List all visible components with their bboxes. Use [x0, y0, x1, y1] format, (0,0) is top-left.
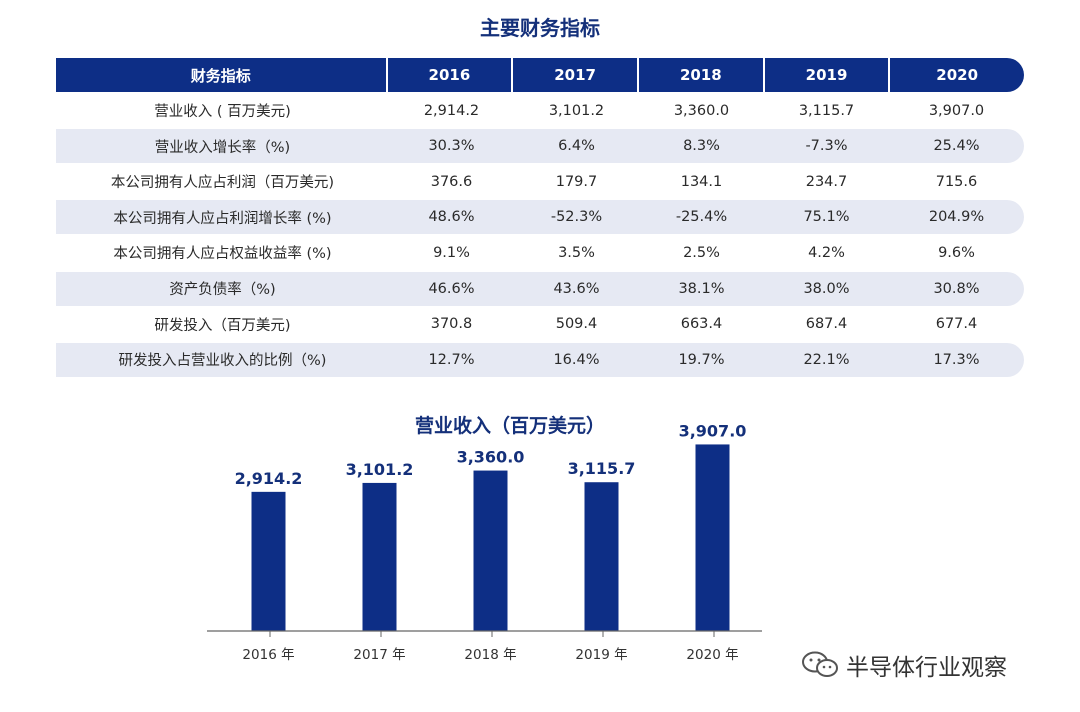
row-value: 16.4% [553, 351, 600, 368]
row-value: 376.6 [430, 173, 473, 190]
bar [473, 470, 508, 631]
revenue-bar-chart: 营业收入（百万美元） 2,914.2 2016 年 3,101.2 2017 年 3,36… [0, 400, 1080, 712]
row-value: 134.1 [680, 173, 723, 190]
x-tick-label: 2019 年 [575, 647, 627, 663]
table-row: 资产负债率（%) 46.6% 43.6% 38.1% 38.0% 30.8% [56, 271, 1024, 306]
row-value: 663.4 [680, 316, 723, 333]
table-row: 研发投入占营业收入的比例（%) 12.7% 16.4% 19.7% 22.1% 17.3% [56, 342, 1024, 377]
row-value: 25.4% [933, 138, 980, 155]
row-value: 30.3% [428, 138, 475, 155]
row-value: 179.7 [555, 173, 598, 190]
table-title: 主要财务指标 [480, 16, 600, 40]
table-row: 营业收入增长率（%) 30.3% 6.4% 8.3% -7.3% 25.4% [56, 129, 1024, 164]
row-label: 本公司拥有人应占权益收益率 (%) [113, 246, 332, 263]
header-label: 财务指标 [190, 66, 251, 85]
row-value: 38.1% [678, 280, 725, 297]
table-row: 本公司拥有人应占利润增长率 (%) 48.6% -52.3% -25.4% 75.1% 2… [56, 200, 1024, 235]
table-row: 本公司拥有人应占利润（百万美元) 376.6 179.7 134.1 234.7 715.… [56, 165, 1024, 199]
row-value: 43.6% [553, 280, 600, 297]
row-value: 3,115.7 [798, 102, 855, 119]
row-value: 12.7% [428, 351, 475, 368]
row-label: 研发投入（百万美元) [154, 317, 291, 334]
x-tick-label: 2017 年 [353, 647, 405, 663]
bar [362, 482, 397, 631]
row-value: 509.4 [555, 316, 598, 333]
row-value: 4.2% [808, 244, 845, 261]
row-value: -52.3% [550, 209, 603, 226]
row-value: 3,360.0 [673, 102, 730, 119]
bar [251, 491, 286, 631]
row-value: 8.3% [683, 138, 720, 155]
row-value: 9.1% [433, 244, 470, 261]
row-value: -25.4% [675, 209, 728, 226]
bar-value-label: 3,907.0 [679, 421, 747, 440]
row-value: 46.6% [428, 280, 475, 297]
row-value: 2,914.2 [423, 102, 480, 119]
x-tick-label: 2016 年 [242, 647, 294, 663]
bar-value-label: 3,101.2 [346, 460, 414, 479]
row-label: 研发投入占营业收入的比例（%) [118, 353, 327, 370]
table-header: 财务指标 2016 2017 2018 2019 2020 [56, 58, 1024, 92]
chart-svg: 营业收入（百万美元） 2,914.2 2016 年 3,101.2 2017 年 3,36… [207, 414, 762, 663]
x-tick-label: 2018 年 [464, 647, 516, 663]
row-value: 715.6 [935, 173, 978, 190]
row-value: 75.1% [803, 209, 850, 226]
row-value: 2.5% [683, 244, 720, 261]
wechat-icon [800, 650, 840, 680]
row-label: 营业收入 ( 百万美元) [154, 104, 291, 121]
row-value: 3,101.2 [548, 102, 605, 119]
row-value: 6.4% [558, 138, 595, 155]
row-label: 营业收入增长率（%) [154, 139, 291, 156]
header-year: 2019 [762, 58, 889, 92]
row-label: 资产负债率（%) [169, 282, 276, 299]
row-value: 687.4 [805, 316, 848, 333]
header-year: 2017 [511, 58, 637, 92]
row-label: 本公司拥有人应占利润增长率 (%) [113, 210, 332, 227]
x-tick-label: 2020 年 [686, 647, 738, 663]
header-year: 2016 [385, 58, 512, 92]
watermark: 半导体行业观察 [800, 648, 1007, 682]
row-value: 38.0% [803, 280, 850, 297]
row-value: 3,907.0 [928, 102, 985, 119]
row-value: 204.9% [928, 209, 985, 226]
bar [695, 444, 730, 631]
row-value: 30.8% [933, 280, 980, 297]
row-value: 17.3% [933, 351, 980, 368]
watermark-text: 半导体行业观察 [846, 655, 1007, 681]
bar-value-label: 3,115.7 [568, 459, 636, 478]
row-value: 677.4 [935, 316, 978, 333]
table-row: 本公司拥有人应占权益收益率 (%) 9.1% 3.5% 2.5% 4.2% 9.6% [56, 236, 1024, 270]
bar [584, 482, 619, 631]
chart-title: 营业收入（百万美元） [415, 414, 605, 437]
row-value: -7.3% [805, 138, 848, 155]
bar-value-label: 3,360.0 [457, 448, 525, 467]
table-row: 营业收入 ( 百万美元) 2,914.2 3,101.2 3,360.0 3,115.7… [56, 94, 1024, 128]
row-value: 3.5% [558, 244, 595, 261]
bar-value-label: 2,914.2 [235, 469, 303, 488]
header-year: 2020 [888, 58, 1024, 92]
financial-table: 财务指标 2016 2017 2018 2019 2020 营业收入 ( 百万美… [56, 58, 1024, 377]
row-value: 22.1% [803, 351, 850, 368]
table-row: 研发投入（百万美元) 370.8 509.4 663.4 687.4 677.4 [56, 307, 1024, 341]
row-value: 48.6% [428, 209, 475, 226]
row-value: 234.7 [805, 173, 848, 190]
row-value: 370.8 [430, 316, 473, 333]
row-value: 9.6% [938, 244, 975, 261]
header-year: 2018 [636, 58, 763, 92]
row-value: 19.7% [678, 351, 725, 368]
row-label: 本公司拥有人应占利润（百万美元) [110, 175, 335, 192]
